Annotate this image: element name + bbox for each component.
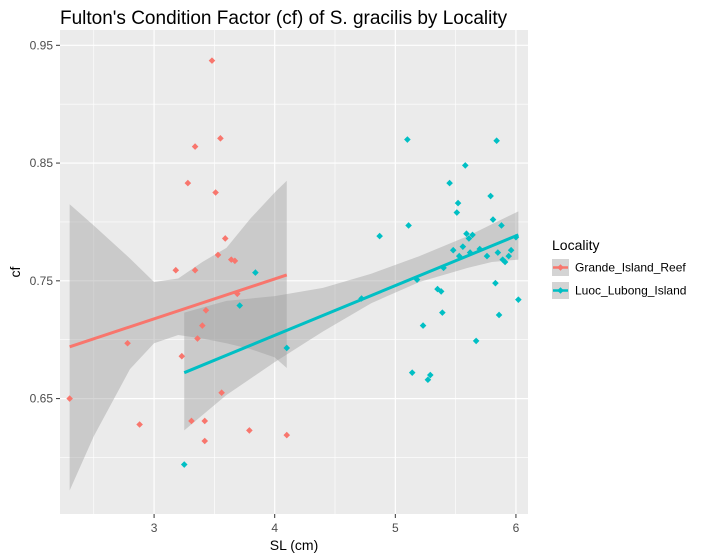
y-tick-label: 0.95 — [30, 38, 54, 52]
data-point-luoc-lubong-island — [405, 222, 412, 229]
data-point-grande-island-reef — [124, 339, 131, 347]
data-point-grande-island-reef — [194, 335, 201, 342]
data-point-luoc-lubong-island — [408, 369, 416, 376]
grid-major — [60, 30, 528, 514]
data-point-grande-island-reef — [201, 437, 209, 445]
data-point-grande-island-reef — [201, 417, 209, 425]
y-tick-label: 0.65 — [30, 392, 54, 406]
data-point-grande-island-reef — [231, 257, 239, 265]
y-axis-title: cf — [7, 266, 23, 277]
x-tick-label: 6 — [513, 521, 520, 535]
data-point-luoc-lubong-island — [495, 311, 503, 319]
data-point-luoc-lubong-island — [507, 246, 515, 254]
x-tick-label: 4 — [271, 521, 278, 535]
legend-label-luoc-lubong-island: Luoc_Lubong_Island — [575, 284, 686, 298]
data-point-luoc-lubong-island — [283, 344, 291, 352]
data-point-grande-island-reef — [234, 290, 241, 298]
plot-panel — [60, 30, 528, 514]
legend-title: Locality — [552, 237, 599, 253]
data-point-luoc-lubong-island — [446, 179, 453, 187]
data-point-luoc-lubong-island — [492, 279, 499, 287]
data-point-grande-island-reef — [218, 389, 225, 397]
x-tick-label: 5 — [392, 521, 399, 535]
data-point-luoc-lubong-island — [376, 232, 383, 240]
data-points — [66, 57, 522, 468]
data-point-luoc-lubong-island — [453, 209, 461, 216]
data-point-grande-island-reef — [191, 266, 199, 274]
data-point-luoc-lubong-island — [465, 235, 473, 242]
data-point-luoc-lubong-island — [501, 258, 509, 266]
data-point-grande-island-reef — [221, 235, 229, 242]
data-point-grande-island-reef — [214, 251, 222, 259]
data-point-luoc-lubong-island — [493, 137, 500, 144]
data-point-luoc-lubong-island — [180, 461, 188, 468]
data-point-luoc-lubong-island — [424, 376, 432, 384]
data-point-grande-island-reef — [283, 431, 291, 439]
data-point-luoc-lubong-island — [454, 199, 462, 207]
data-point-luoc-lubong-island — [252, 269, 259, 276]
legend: Grande_Island_Reef Luoc_Lubong_Island — [552, 259, 686, 299]
data-point-luoc-lubong-island — [437, 288, 445, 295]
data-point-luoc-lubong-island — [404, 136, 411, 143]
confidence-band-luoc-lubong-island — [184, 211, 519, 431]
data-point-luoc-lubong-island — [463, 230, 470, 238]
y-axis-ticks: 0.65 0.75 0.85 0.95 — [30, 38, 60, 406]
data-point-luoc-lubong-island — [483, 252, 491, 260]
data-point-luoc-lubong-island — [461, 162, 469, 169]
data-point-grande-island-reef — [212, 189, 219, 196]
data-point-luoc-lubong-island — [419, 322, 427, 329]
trend-lines — [69, 233, 519, 375]
data-point-luoc-lubong-island — [413, 276, 421, 283]
y-tick-label: 0.75 — [30, 274, 54, 288]
data-point-grande-island-reef — [172, 266, 180, 274]
data-point-grande-island-reef — [202, 306, 210, 314]
data-point-grande-island-reef — [66, 395, 73, 402]
x-axis-title: SL (cm) — [270, 537, 318, 553]
data-point-grande-island-reef — [188, 417, 195, 425]
data-point-grande-island-reef — [246, 427, 253, 434]
data-point-grande-island-reef — [199, 322, 206, 329]
legend-key-marker — [557, 287, 564, 294]
data-point-luoc-lubong-island — [515, 296, 522, 303]
data-point-luoc-lubong-island — [505, 252, 513, 260]
data-point-luoc-lubong-island — [487, 192, 494, 200]
data-point-grande-island-reef — [217, 135, 224, 142]
data-point-luoc-lubong-island — [440, 264, 447, 272]
legend-label-grande-island-reef: Grande_Island_Reef — [575, 261, 686, 275]
data-point-luoc-lubong-island — [439, 309, 446, 316]
data-point-grande-island-reef — [184, 179, 192, 187]
trend-line-luoc-lubong-island — [183, 233, 519, 375]
data-point-luoc-lubong-island — [494, 249, 502, 256]
y-tick-label: 0.85 — [30, 156, 54, 170]
data-point-luoc-lubong-island — [449, 246, 457, 254]
x-axis-ticks: 3 4 5 6 — [151, 514, 520, 535]
data-point-luoc-lubong-island — [236, 302, 244, 309]
data-point-luoc-lubong-island — [472, 337, 480, 345]
grid-minor — [60, 30, 528, 514]
data-point-luoc-lubong-island — [459, 243, 467, 250]
data-point-luoc-lubong-island — [498, 222, 505, 229]
data-point-grande-island-reef — [191, 143, 199, 150]
data-point-luoc-lubong-island — [426, 371, 434, 379]
data-point-luoc-lubong-island — [489, 216, 497, 223]
data-point-grande-island-reef — [178, 352, 186, 360]
chart-title: Fulton's Condition Factor (cf) of S. gra… — [60, 8, 508, 29]
data-point-grande-island-reef — [208, 57, 216, 64]
trend-line-grande-island-reef — [69, 273, 288, 349]
data-point-grande-island-reef — [136, 421, 143, 428]
data-point-luoc-lubong-island — [434, 285, 441, 293]
data-point-luoc-lubong-island — [469, 231, 476, 239]
x-tick-label: 3 — [151, 521, 158, 535]
data-point-luoc-lubong-island — [466, 249, 474, 256]
legend-key-marker — [557, 264, 564, 271]
